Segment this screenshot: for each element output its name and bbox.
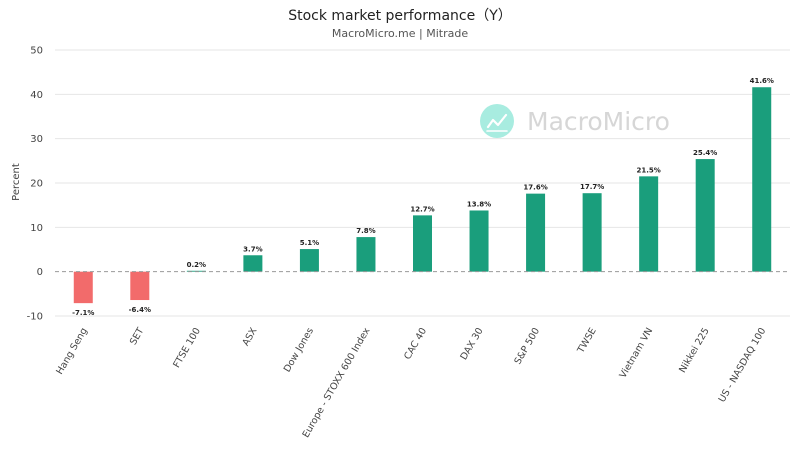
bar[interactable] (639, 176, 659, 272)
y-axis-label: Percent (11, 163, 22, 201)
x-tick-label: Hang Seng (54, 326, 90, 377)
grid-lines (55, 49, 790, 317)
x-tick-label: CAC 40 (402, 326, 429, 362)
bars (73, 87, 772, 304)
bar[interactable] (695, 159, 715, 272)
bar[interactable] (356, 237, 376, 272)
bar[interactable] (413, 215, 432, 272)
y-tick-label: 20 (30, 179, 43, 190)
x-tick-label: Vietnam VN (618, 326, 656, 380)
x-tick-label: ASX (240, 326, 259, 348)
bar[interactable] (130, 271, 150, 301)
watermark-text: MacroMicro (527, 107, 670, 136)
watermark: MacroMicro (480, 104, 670, 138)
data-label: 7.8% (356, 227, 375, 235)
data-label: -6.4% (129, 306, 151, 314)
chart-title: Stock market performance（Y） (288, 8, 512, 24)
x-tick-label: US - NASDAQ 100 (717, 326, 769, 404)
x-tick-label: FTSE 100 (171, 326, 203, 370)
x-tick-label: SET (128, 326, 147, 347)
chart-line-icon (480, 104, 514, 138)
y-tick-label: 0 (37, 267, 43, 278)
y-tick-label: -10 (27, 312, 43, 323)
data-label: 41.6% (750, 77, 774, 85)
data-label: -7.1% (72, 309, 94, 317)
y-tick-label: 40 (30, 90, 43, 101)
bar[interactable] (73, 271, 93, 304)
y-tick-label: 30 (30, 134, 43, 145)
data-label: 17.7% (580, 183, 604, 191)
data-label: 0.2% (187, 261, 206, 269)
y-axis-ticks: -10 0 10 20 30 40 50 (27, 46, 43, 323)
x-tick-label: Europe - STOXX 600 Index (301, 326, 373, 440)
chart-subtitle: MacroMicro.me | Mitrade (332, 27, 468, 40)
x-tick-label: S&P 500 (512, 326, 542, 366)
x-tick-label: Nikkei 225 (677, 326, 712, 375)
bar[interactable] (752, 87, 772, 272)
y-tick-label: 50 (30, 46, 43, 57)
bar[interactable] (299, 249, 319, 272)
x-tick-label: Dow Jones (282, 326, 316, 374)
bar[interactable] (526, 193, 546, 272)
y-tick-label: 10 (30, 223, 43, 234)
data-label: 17.6% (523, 184, 547, 192)
data-labels: -7.1% -6.4% 0.2% 3.7% 5.1% 7.8% 12.7% 13.8% 17.6… (72, 77, 774, 317)
data-label: 25.4% (693, 149, 717, 157)
data-label: 21.5% (637, 166, 661, 174)
data-label: 5.1% (300, 239, 319, 247)
data-label: 13.8% (467, 200, 491, 208)
bar[interactable] (469, 210, 489, 272)
bar[interactable] (243, 255, 263, 272)
x-tick-label: DAX 30 (458, 326, 485, 362)
bar[interactable] (582, 193, 602, 272)
x-tick-label: TWSE (575, 326, 599, 356)
data-label: 3.7% (243, 245, 262, 253)
data-label: 12.7% (410, 205, 434, 213)
